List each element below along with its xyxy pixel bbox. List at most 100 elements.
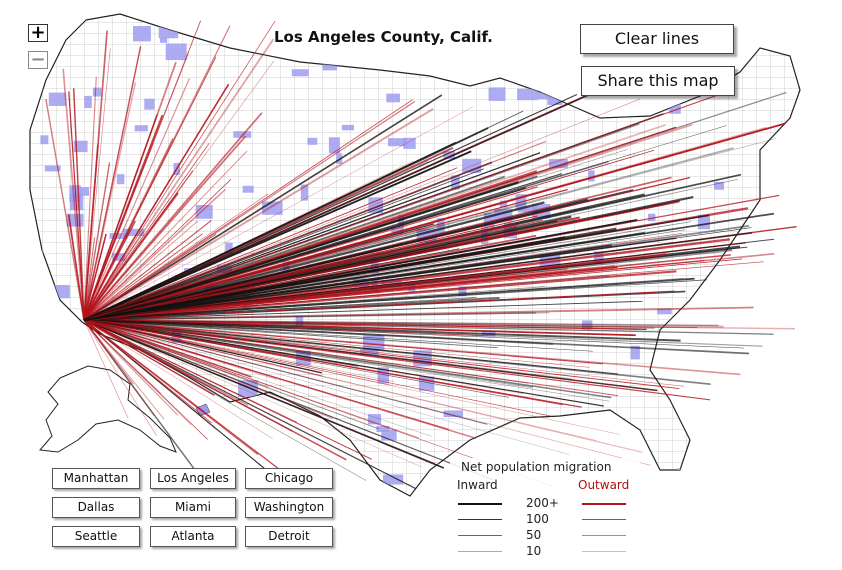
highlight-county	[383, 474, 404, 485]
city-button-manhattan[interactable]: Manhattan	[52, 468, 140, 489]
highlight-county	[307, 137, 318, 145]
highlight-county	[360, 349, 379, 356]
migration-line	[83, 167, 458, 321]
migration-line	[83, 319, 680, 390]
migration-line	[68, 91, 85, 321]
highlight-county	[352, 278, 370, 287]
migration-line	[83, 21, 276, 321]
migration-line	[72, 88, 85, 321]
migration-line	[83, 83, 230, 321]
highlight-county	[458, 286, 467, 297]
highlight-county	[48, 92, 67, 106]
legend-outward-swatch	[582, 519, 626, 520]
highlight-county	[336, 153, 343, 164]
zoom-in-button[interactable]: +	[28, 24, 48, 42]
highlight-county	[328, 137, 340, 154]
city-button-dallas[interactable]: Dallas	[52, 497, 140, 518]
migration-line	[83, 277, 695, 321]
highlight-county	[242, 185, 254, 193]
clear-lines-button[interactable]: Clear lines	[580, 24, 734, 54]
highlight-county	[291, 69, 309, 77]
migration-line	[83, 319, 252, 378]
highlight-county	[451, 175, 460, 190]
highlight-county	[507, 66, 515, 76]
highlight-county	[376, 426, 390, 432]
highlight-county	[499, 200, 508, 208]
highlight-county	[410, 44, 421, 56]
migration-line	[83, 107, 434, 321]
migration-line	[83, 319, 373, 460]
legend-row: 10	[450, 544, 640, 560]
highlight-county	[775, 439, 786, 447]
migration-line	[83, 319, 498, 349]
migration-line	[83, 319, 711, 401]
highlight-county	[714, 181, 724, 190]
highlight-county	[761, 20, 773, 30]
highlight-county	[715, 335, 728, 350]
migration-line	[83, 319, 552, 417]
legend-row-label: 50	[526, 528, 542, 542]
migration-line	[83, 319, 651, 466]
migration-line	[83, 319, 750, 355]
highlight-county	[743, 424, 762, 438]
highlight-county	[40, 135, 49, 145]
migration-line	[83, 201, 545, 322]
migration-line	[83, 144, 99, 321]
share-map-button[interactable]: Share this map	[581, 66, 735, 96]
highlight-county	[630, 345, 640, 360]
migration-line	[83, 319, 488, 425]
highlight-county	[488, 87, 506, 101]
legend-outward-swatch	[582, 503, 626, 505]
legend-row: 100	[450, 512, 640, 528]
city-button-detroit[interactable]: Detroit	[245, 526, 333, 547]
migration-line	[83, 140, 547, 321]
migration-line	[83, 60, 275, 321]
migration-line	[83, 319, 165, 420]
migration-line	[83, 220, 199, 321]
highlight-county	[109, 233, 128, 239]
migration-line	[83, 232, 753, 321]
migration-line	[83, 152, 541, 321]
highlight-county	[300, 184, 309, 201]
city-button-atlanta[interactable]: Atlanta	[150, 526, 236, 547]
migration-line	[83, 319, 612, 399]
highlight-county	[403, 137, 416, 149]
migration-line	[83, 306, 754, 321]
migration-line	[83, 311, 537, 321]
highlight-county	[32, 479, 49, 488]
migration-line	[83, 150, 248, 321]
city-button-los-angeles[interactable]: Los Angeles	[150, 468, 236, 489]
city-button-miami[interactable]: Miami	[150, 497, 236, 518]
migration-line	[83, 46, 142, 321]
migration-line	[83, 188, 226, 321]
migration-line	[83, 319, 134, 385]
city-button-seattle[interactable]: Seattle	[52, 526, 140, 547]
migration-line	[83, 319, 597, 441]
highlight-county	[341, 124, 354, 131]
highlight-county	[510, 60, 523, 67]
city-button-washington[interactable]: Washington	[245, 497, 333, 518]
migration-line	[83, 319, 212, 424]
highlight-county	[144, 98, 155, 110]
plus-icon: +	[30, 22, 46, 43]
migration-line	[83, 319, 445, 469]
legend-inward-label: Inward	[457, 478, 498, 492]
migration-line	[83, 319, 620, 435]
migration-line	[83, 236, 566, 322]
city-button-chicago[interactable]: Chicago	[245, 468, 333, 489]
highlight-county	[84, 95, 92, 108]
highlight-county	[133, 26, 151, 42]
migration-line	[83, 231, 144, 321]
zoom-out-button[interactable]: −	[28, 51, 48, 69]
migration-line	[83, 233, 203, 321]
map-title: Los Angeles County, Calif.	[274, 28, 493, 46]
highlight-county	[381, 430, 397, 441]
migration-line	[83, 220, 212, 321]
migration-line	[83, 270, 677, 322]
migration-line	[83, 78, 190, 321]
highlight-county	[322, 62, 337, 71]
migration-line	[83, 94, 578, 321]
migration-line	[83, 76, 97, 321]
legend-row-label: 100	[526, 512, 549, 526]
